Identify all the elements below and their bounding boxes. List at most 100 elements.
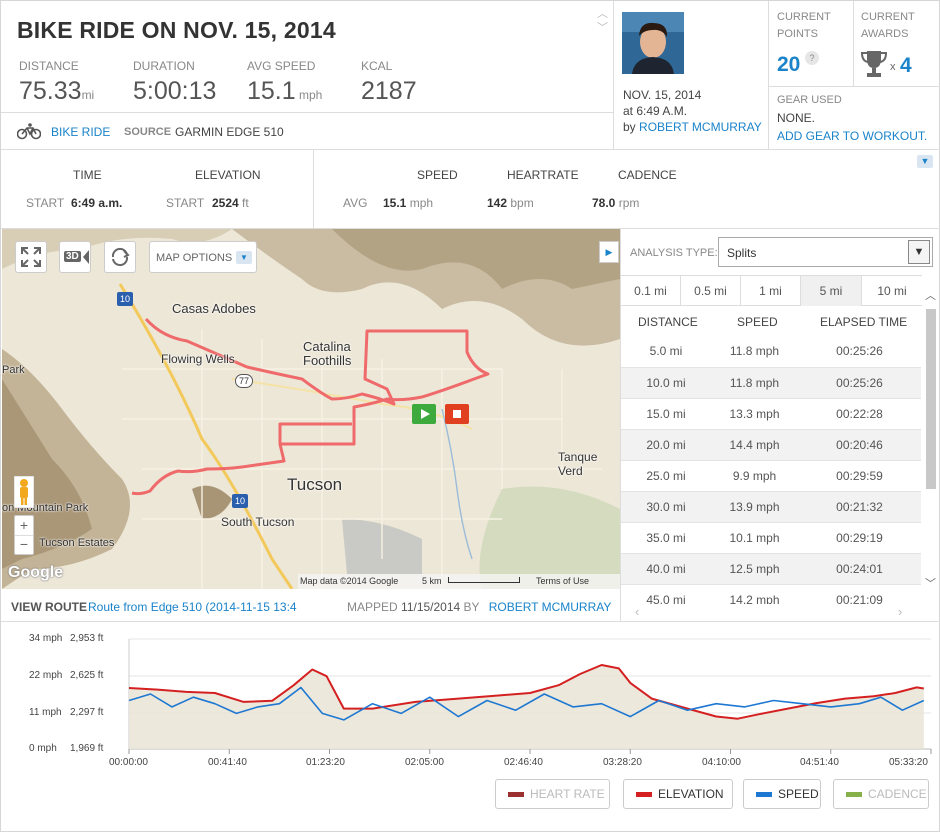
elev-start-value: 2524 bbox=[212, 196, 239, 210]
chart-plot bbox=[128, 638, 932, 754]
collapse-panel-button[interactable]: ▶ bbox=[599, 241, 619, 263]
mapped-label: MAPPED bbox=[347, 600, 398, 614]
tab-0-5-mi[interactable]: 0.5 mi bbox=[681, 276, 741, 306]
table-row[interactable]: 40.0 mi 12.5 mph 00:24:01 bbox=[621, 553, 921, 585]
cell-elapsed: 00:25:26 bbox=[798, 367, 921, 399]
awards-label-line: CURRENT bbox=[861, 11, 915, 23]
terms-link[interactable]: Terms of Use bbox=[536, 576, 590, 586]
speed-tick: 34 mph bbox=[29, 633, 63, 644]
legend-heart-rate-toggle[interactable]: HEART RATE bbox=[495, 779, 610, 809]
time-start-label: START bbox=[26, 196, 65, 210]
tab-5-mi[interactable]: 5 mi bbox=[801, 276, 862, 306]
replay-button[interactable] bbox=[104, 241, 136, 273]
x-tick: 04:51:40 bbox=[800, 757, 839, 768]
chevron-up-icon[interactable]: ︿ bbox=[597, 8, 608, 20]
by-prefix: by bbox=[623, 120, 636, 134]
mapped-by-link[interactable]: ROBERT MCMURRAY bbox=[488, 600, 612, 614]
scroll-left-icon[interactable]: ‹ bbox=[635, 604, 640, 619]
divider bbox=[768, 86, 940, 87]
cell-speed: 11.8 mph bbox=[711, 367, 798, 399]
activity-type-link[interactable]: BIKE RIDE bbox=[51, 125, 111, 139]
legend-swatch bbox=[756, 792, 772, 797]
stat-kcal: KCAL 2187 bbox=[361, 59, 481, 106]
scroll-up-icon[interactable]: ︿ bbox=[925, 290, 936, 302]
street-view-pegman-icon[interactable] bbox=[13, 475, 35, 509]
scale-bar bbox=[448, 577, 520, 583]
cell-distance: 40.0 mi bbox=[621, 553, 711, 585]
points-label-line: POINTS bbox=[777, 28, 818, 40]
column-header: ELAPSED TIME bbox=[820, 315, 908, 329]
tab-0-1-mi[interactable]: 0.1 mi bbox=[621, 276, 681, 306]
table-row[interactable]: 30.0 mi 13.9 mph 00:21:32 bbox=[621, 491, 921, 523]
splits-header: DISTANCE SPEED ELAPSED TIME bbox=[621, 306, 922, 336]
3d-label: 3D bbox=[64, 251, 81, 262]
x-tick: 01:23:20 bbox=[306, 757, 345, 768]
scroll-down-icon[interactable]: ﹀ bbox=[925, 578, 936, 590]
cell-speed: 12.5 mph bbox=[711, 553, 798, 585]
cell-elapsed: 00:22:28 bbox=[798, 398, 921, 430]
tab-10-mi[interactable]: 10 mi bbox=[877, 284, 907, 298]
tab-1-mi[interactable]: 1 mi bbox=[741, 276, 801, 306]
splits-scrollbar[interactable]: ︿ ﹀ bbox=[923, 287, 939, 593]
elevation-tick: 2,625 ft bbox=[70, 670, 104, 681]
splits-rows: 5.0 mi 11.8 mph 00:25:26 10.0 mi 11.8 mph 00… bbox=[621, 336, 921, 604]
3d-view-button[interactable]: 3D bbox=[59, 241, 91, 273]
zoom-control[interactable]: + − bbox=[14, 515, 34, 555]
legend-speed-toggle[interactable]: SPEED bbox=[743, 779, 821, 809]
table-row[interactable]: 20.0 mi 14.4 mph 00:20:46 bbox=[621, 429, 921, 461]
table-row[interactable]: 25.0 mi 9.9 mph 00:29:59 bbox=[621, 460, 921, 492]
chevron-down-icon[interactable]: ﹀ bbox=[597, 22, 608, 34]
avg-hr-value: 142 bbox=[487, 196, 508, 210]
scroll-right-icon[interactable]: › bbox=[898, 604, 903, 619]
cell-elapsed: 00:21:09 bbox=[798, 584, 921, 604]
legend-label: ELEVATION bbox=[658, 787, 724, 801]
heartrate-header: HEARTRATE bbox=[507, 168, 579, 182]
expand-summary-icon[interactable]: ▼ bbox=[917, 155, 933, 168]
table-row[interactable]: 45.0 mi 14.2 mph 00:21:09 bbox=[621, 584, 921, 604]
cell-distance: 35.0 mi bbox=[621, 522, 711, 554]
avatar[interactable] bbox=[622, 12, 684, 74]
speed-header: SPEED bbox=[417, 168, 458, 182]
scrollbar-thumb[interactable] bbox=[926, 309, 936, 489]
legend-swatch bbox=[636, 792, 652, 797]
speed-tick: 11 mph bbox=[29, 707, 62, 718]
divider bbox=[1, 228, 940, 229]
gear-label: GEAR USED bbox=[777, 94, 842, 106]
column-header: SPEED bbox=[737, 315, 778, 329]
table-row[interactable]: 5.0 mi 11.8 mph 00:25:26 bbox=[621, 336, 921, 368]
cadence-unit: rpm bbox=[618, 196, 640, 210]
fullscreen-button[interactable] bbox=[15, 241, 47, 273]
cell-distance: 10.0 mi bbox=[621, 367, 711, 399]
route-map[interactable]: Casas Adobes Flowing Wells Catalina Foot… bbox=[2, 229, 620, 589]
route-link[interactable]: Route from Edge 510 (2014-11-15 13:4 bbox=[88, 600, 297, 614]
user-link[interactable]: ROBERT MCMURRAY bbox=[639, 120, 762, 134]
divider bbox=[1, 112, 613, 113]
stat-label: DISTANCE bbox=[19, 59, 79, 73]
map-options-dropdown[interactable]: MAP OPTIONS ▼ bbox=[149, 241, 257, 273]
x-tick: 00:41:40 bbox=[208, 757, 247, 768]
legend-elevation-toggle[interactable]: ELEVATION bbox=[623, 779, 733, 809]
legend-label: CADENCE bbox=[868, 787, 927, 801]
cell-speed: 9.9 mph bbox=[711, 460, 798, 492]
points-label: CURRENT POINTS bbox=[777, 9, 831, 43]
workout-chart[interactable]: 34 mph 22 mph 11 mph 0 mph 2,953 ft 2,62… bbox=[1, 622, 940, 782]
stat-unit: mph bbox=[299, 88, 323, 102]
elevation-area bbox=[129, 665, 924, 749]
time-header: TIME bbox=[73, 168, 102, 182]
help-icon[interactable]: ? bbox=[805, 51, 819, 65]
source-label: SOURCE bbox=[124, 126, 172, 138]
analysis-type-select[interactable]: Splits ▼ bbox=[718, 237, 933, 267]
cadence-header: CADENCE bbox=[618, 168, 677, 182]
trophy-icon bbox=[860, 49, 888, 82]
elevation-tick: 2,297 ft bbox=[70, 707, 104, 718]
header-scroll-arrows[interactable]: ︿ ﹀ bbox=[597, 7, 608, 35]
legend-cadence-toggle[interactable]: CADENCE bbox=[833, 779, 929, 809]
zoom-in-icon[interactable]: + bbox=[15, 516, 33, 536]
table-row[interactable]: 35.0 mi 10.1 mph 00:29:19 bbox=[621, 522, 921, 554]
add-gear-link[interactable]: ADD GEAR TO WORKOUT. bbox=[777, 129, 928, 143]
table-row[interactable]: 10.0 mi 11.8 mph 00:25:26 bbox=[621, 367, 921, 399]
zoom-out-icon[interactable]: − bbox=[19, 536, 29, 552]
fullscreen-icon bbox=[21, 247, 41, 267]
table-row[interactable]: 15.0 mi 13.3 mph 00:22:28 bbox=[621, 398, 921, 430]
cell-speed: 14.4 mph bbox=[711, 429, 798, 461]
